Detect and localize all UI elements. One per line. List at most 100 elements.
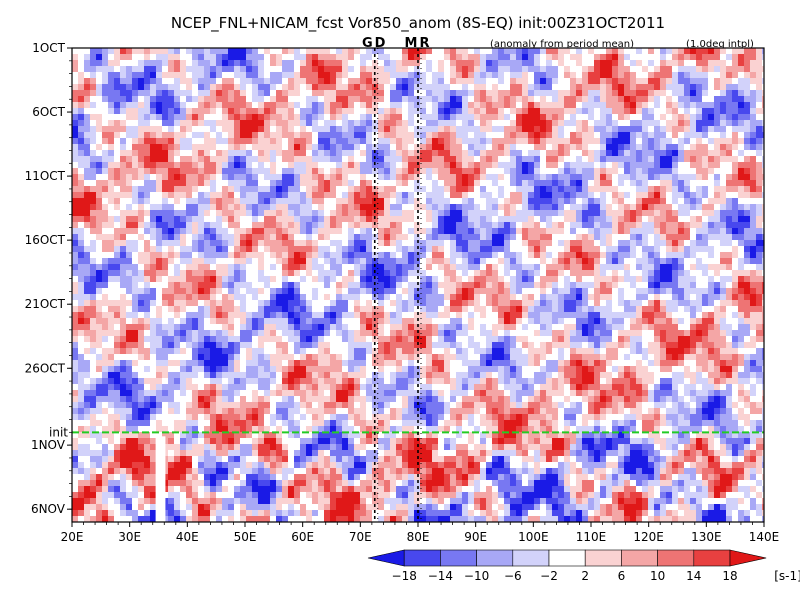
field-cell (126, 54, 132, 60)
field-cell (342, 138, 348, 144)
field-cell (264, 324, 270, 330)
field-cell (552, 150, 558, 156)
field-cell (282, 222, 288, 228)
field-cell (324, 126, 330, 132)
field-cell (234, 276, 240, 282)
field-cell (486, 336, 492, 342)
field-cell (210, 138, 216, 144)
field-cell (492, 354, 498, 360)
field-cell (756, 336, 762, 342)
field-cell (486, 162, 492, 168)
field-cell (660, 150, 666, 156)
field-cell (468, 138, 474, 144)
field-cell (150, 330, 156, 336)
field-cell (228, 156, 234, 162)
field-cell (690, 336, 696, 342)
field-cell (762, 228, 764, 234)
field-cell (228, 102, 234, 108)
field-cell (468, 282, 474, 288)
field-cell (258, 210, 264, 216)
field-cell (714, 282, 720, 288)
field-cell (72, 246, 78, 252)
field-cell (330, 252, 336, 258)
field-cell (498, 234, 504, 240)
field-cell (120, 282, 126, 288)
field-cell (510, 48, 516, 54)
field-cell (270, 132, 276, 138)
field-cell (702, 84, 708, 90)
field-cell (438, 84, 444, 90)
field-cell (600, 198, 606, 204)
field-cell (678, 192, 684, 198)
field-cell (510, 66, 516, 72)
field-cell (378, 318, 384, 324)
field-cell (156, 96, 162, 102)
field-cell (264, 120, 270, 126)
field-cell (456, 54, 462, 60)
field-cell (360, 324, 366, 330)
field-cell (180, 318, 186, 324)
field-cell (114, 300, 120, 306)
field-cell (240, 120, 246, 126)
field-cell (72, 342, 78, 348)
field-cell (744, 300, 750, 306)
field-cell (360, 78, 366, 84)
field-cell (84, 270, 90, 276)
field-cell (612, 222, 618, 228)
field-cell (612, 312, 618, 318)
field-cell (156, 318, 162, 324)
field-cell (138, 324, 144, 330)
field-cell (180, 258, 186, 264)
field-cell (606, 132, 612, 138)
field-cell (294, 240, 300, 246)
field-cell (408, 258, 414, 264)
field-cell (762, 294, 764, 300)
field-cell (264, 48, 270, 54)
field-cell (378, 132, 384, 138)
field-cell (258, 96, 264, 102)
field-cell (582, 240, 588, 246)
field-cell (174, 150, 180, 156)
field-cell (654, 348, 660, 354)
field-cell (666, 66, 672, 72)
field-cell (324, 72, 330, 78)
field-cell (408, 216, 414, 222)
field-cell (336, 90, 342, 96)
field-cell (540, 258, 546, 264)
field-cell (750, 120, 756, 126)
field-cell (684, 132, 690, 138)
field-cell (192, 96, 198, 102)
field-cell (90, 216, 96, 222)
field-cell (444, 150, 450, 156)
field-cell (720, 312, 726, 318)
field-cell (132, 78, 138, 84)
field-cell (396, 306, 402, 312)
field-cell (690, 318, 696, 324)
field-cell (408, 78, 414, 84)
field-cell (708, 210, 714, 216)
field-cell (114, 108, 120, 114)
field-cell (720, 120, 726, 126)
field-cell (216, 318, 222, 324)
field-cell (618, 90, 624, 96)
field-cell (360, 264, 366, 270)
field-cell (186, 96, 192, 102)
field-cell (414, 204, 420, 210)
field-cell (336, 144, 342, 150)
field-cell (666, 186, 672, 192)
field-cell (102, 354, 108, 360)
field-cell (444, 312, 450, 318)
field-cell (654, 204, 660, 210)
field-cell (720, 126, 726, 132)
field-cell (276, 210, 282, 216)
field-cell (462, 78, 468, 84)
field-cell (474, 306, 480, 312)
field-cell (264, 186, 270, 192)
field-cell (78, 192, 84, 198)
field-cell (546, 174, 552, 180)
field-cell (510, 288, 516, 294)
field-cell (360, 72, 366, 78)
field-cell (576, 108, 582, 114)
field-cell (72, 66, 78, 72)
field-cell (492, 222, 498, 228)
